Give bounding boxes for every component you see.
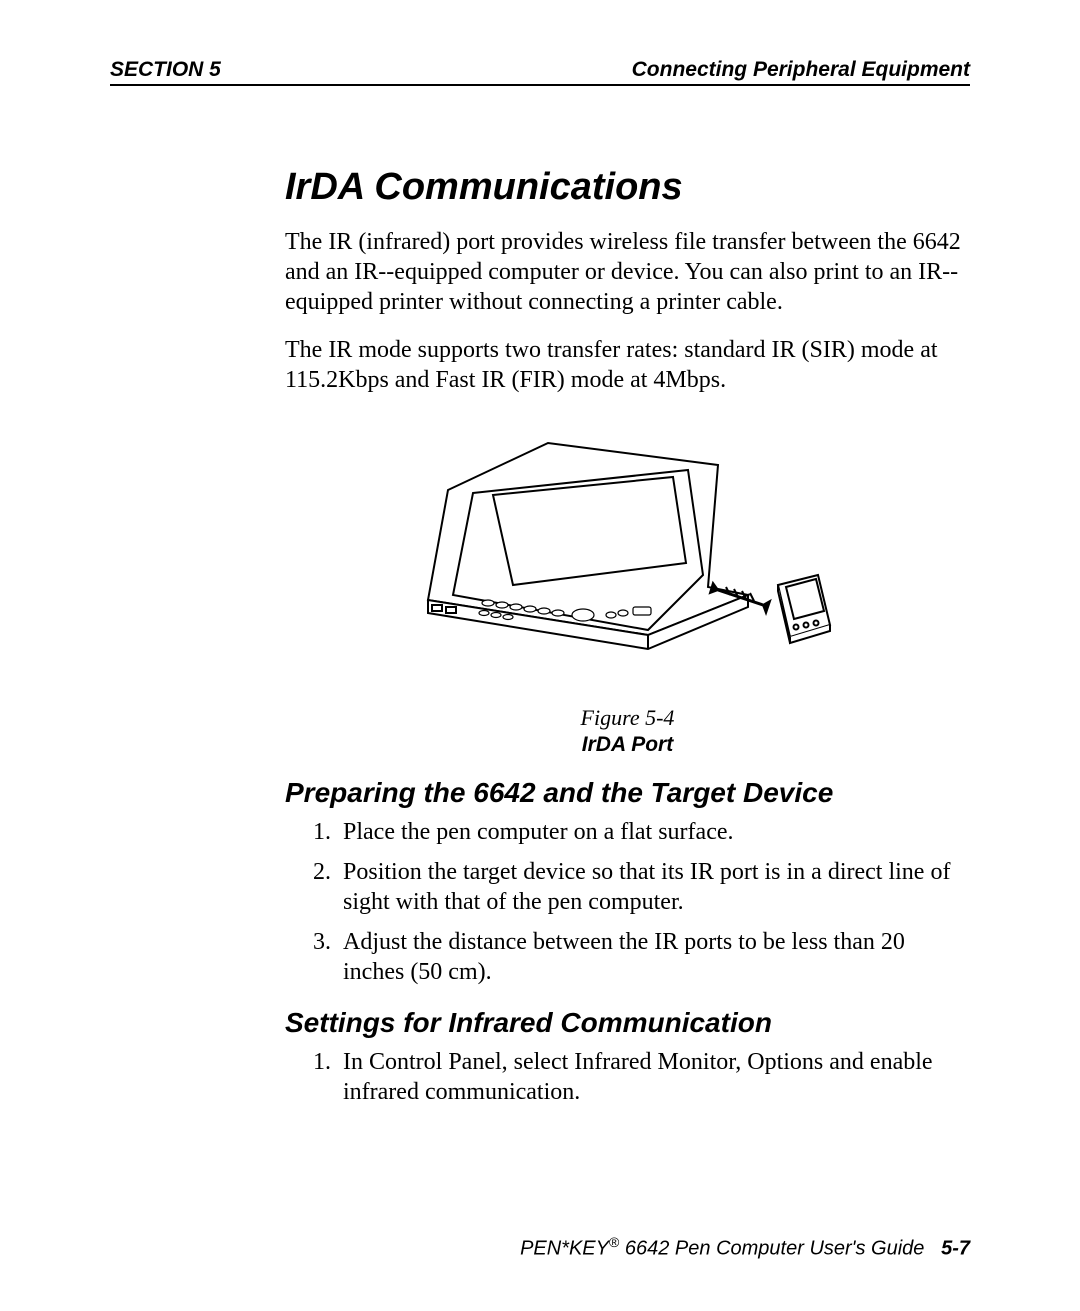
- step-item: Place the pen computer on a flat surface…: [337, 817, 970, 847]
- page-header: SECTION 5 Connecting Peripheral Equipmen…: [110, 58, 970, 86]
- step-item: Position the target device so that its I…: [337, 857, 970, 917]
- footer-title: 6642 Pen Computer User's Guide: [619, 1238, 924, 1260]
- footer-brand: PEN*KEY: [520, 1238, 609, 1260]
- content-area: IrDA Communications The IR (infrared) po…: [285, 166, 970, 1107]
- header-section: SECTION 5: [110, 58, 221, 82]
- figure-title: IrDA Port: [285, 733, 970, 757]
- body-paragraph-1: The IR (infrared) port provides wireless…: [285, 227, 970, 317]
- page-number: 5-7: [941, 1238, 970, 1260]
- subheading-settings: Settings for Infrared Communication: [285, 1007, 970, 1039]
- subheading-preparing: Preparing the 6642 and the Target Device: [285, 777, 970, 809]
- figure-number: Figure 5-4: [285, 705, 970, 731]
- registered-icon: ®: [609, 1234, 619, 1250]
- page: SECTION 5 Connecting Peripheral Equipmen…: [0, 0, 1080, 1311]
- body-paragraph-2: The IR mode supports two transfer rates:…: [285, 335, 970, 395]
- steps-preparing: Place the pen computer on a flat surface…: [285, 817, 970, 987]
- irda-port-illustration: [418, 435, 838, 655]
- main-heading: IrDA Communications: [285, 166, 970, 209]
- page-footer: PEN*KEY® 6642 Pen Computer User's Guide …: [520, 1234, 970, 1261]
- step-item: In Control Panel, select Infrared Monito…: [337, 1047, 970, 1107]
- figure: Figure 5-4 IrDA Port: [285, 435, 970, 757]
- header-chapter: Connecting Peripheral Equipment: [632, 58, 970, 82]
- steps-settings: In Control Panel, select Infrared Monito…: [285, 1047, 970, 1107]
- step-item: Adjust the distance between the IR ports…: [337, 927, 970, 987]
